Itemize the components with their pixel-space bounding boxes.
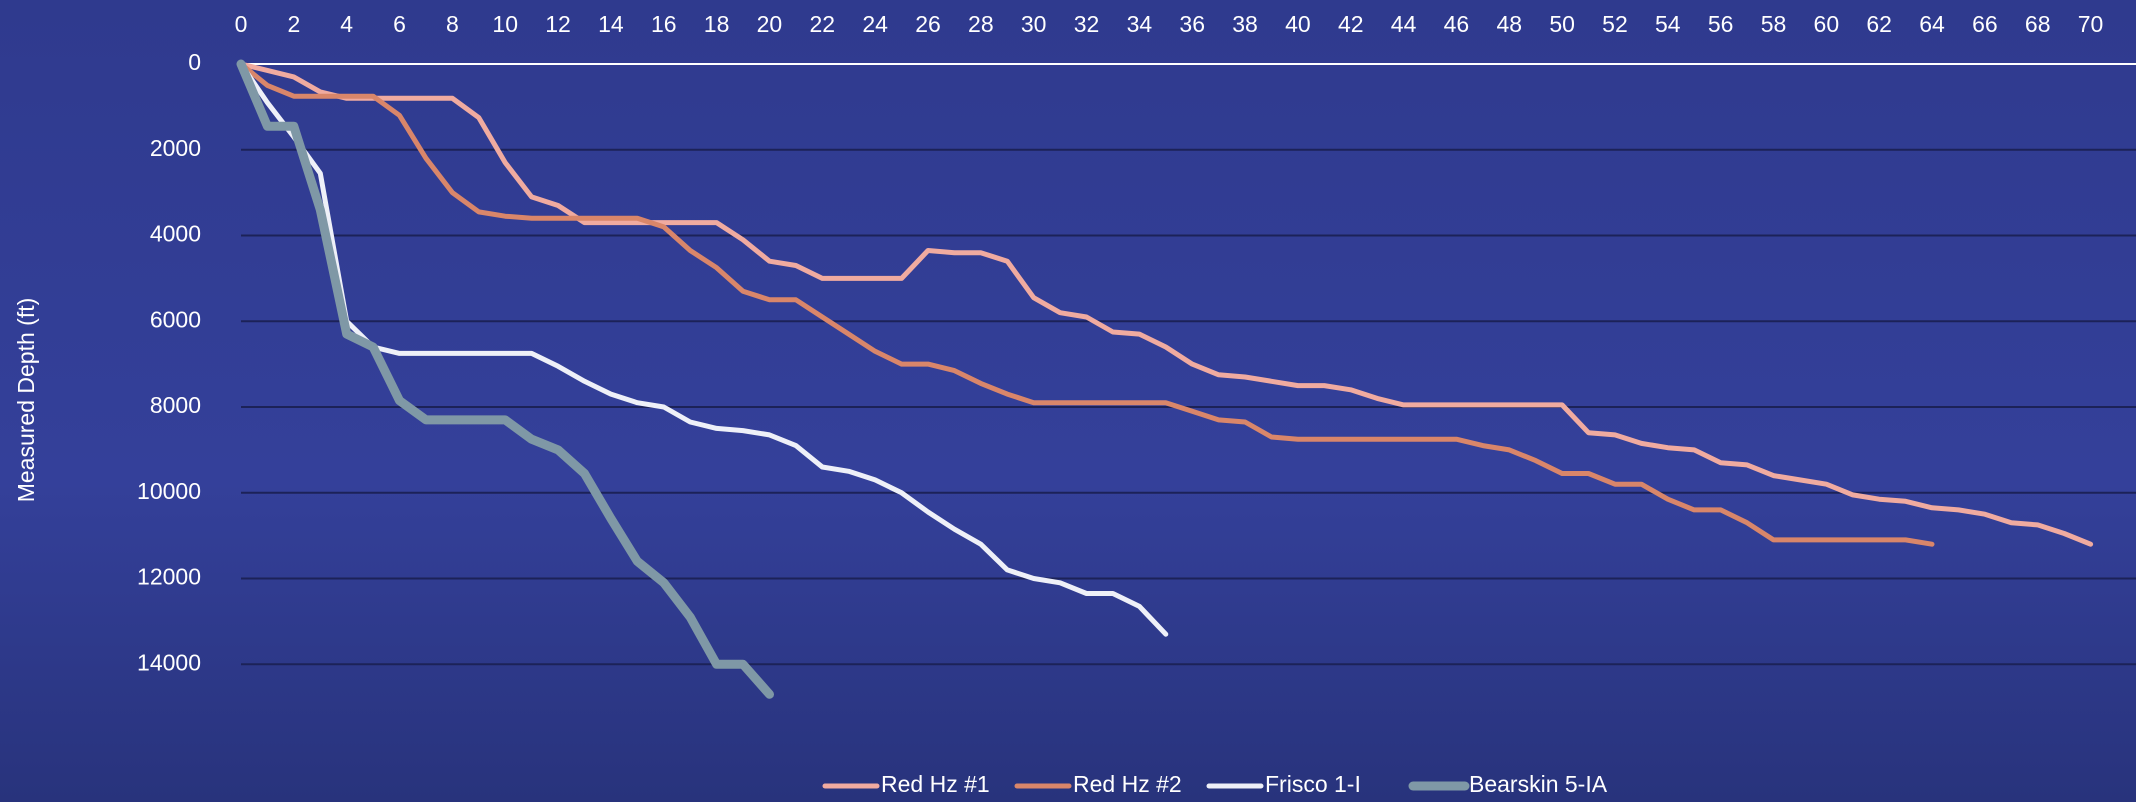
x-tick-label: 56 bbox=[1708, 11, 1734, 37]
y-tick-label: 10000 bbox=[137, 478, 201, 504]
y-tick-label: 8000 bbox=[150, 392, 201, 418]
x-tick-label: 24 bbox=[862, 11, 888, 37]
x-tick-label: 8 bbox=[446, 11, 459, 37]
x-tick-label: 54 bbox=[1655, 11, 1681, 37]
x-tick-label: 70 bbox=[2078, 11, 2104, 37]
x-tick-label: 30 bbox=[1021, 11, 1047, 37]
x-tick-label: 0 bbox=[235, 11, 248, 37]
x-tick-label: 36 bbox=[1179, 11, 1205, 37]
x-tick-label: 34 bbox=[1127, 11, 1153, 37]
x-tick-label: 48 bbox=[1496, 11, 1522, 37]
x-tick-label: 10 bbox=[492, 11, 518, 37]
x-tick-label: 32 bbox=[1074, 11, 1100, 37]
y-tick-label: 6000 bbox=[150, 306, 201, 332]
x-tick-label: 18 bbox=[704, 11, 730, 37]
x-tick-label: 66 bbox=[1972, 11, 1998, 37]
x-tick-label: 44 bbox=[1391, 11, 1417, 37]
x-tick-label: 28 bbox=[968, 11, 994, 37]
x-tick-label: 16 bbox=[651, 11, 677, 37]
x-tick-label: 50 bbox=[1549, 11, 1575, 37]
legend-label: Red Hz #2 bbox=[1073, 771, 1182, 797]
legend-label: Bearskin 5-IA bbox=[1469, 771, 1608, 797]
x-tick-label: 38 bbox=[1232, 11, 1258, 37]
x-tick-label: 62 bbox=[1866, 11, 1892, 37]
legend-label: Frisco 1-I bbox=[1265, 771, 1361, 797]
x-tick-label: 6 bbox=[393, 11, 406, 37]
x-tick-label: 2 bbox=[287, 11, 300, 37]
page: Measured Depth (ft) 02000400060008000100… bbox=[0, 0, 2136, 802]
x-tick-label: 40 bbox=[1285, 11, 1311, 37]
y-tick-label: 2000 bbox=[150, 135, 201, 161]
x-tick-label: 4 bbox=[340, 11, 353, 37]
x-tick-label: 60 bbox=[1814, 11, 1840, 37]
x-tick-label: 22 bbox=[809, 11, 835, 37]
x-tick-label: 64 bbox=[1919, 11, 1945, 37]
x-tick-label: 26 bbox=[915, 11, 941, 37]
chart: Measured Depth (ft) 02000400060008000100… bbox=[0, 0, 2136, 802]
x-tick-label: 20 bbox=[757, 11, 783, 37]
x-tick-label: 12 bbox=[545, 11, 571, 37]
x-tick-label: 42 bbox=[1338, 11, 1364, 37]
y-axis-title: Measured Depth (ft) bbox=[13, 298, 39, 503]
y-tick-label: 4000 bbox=[150, 221, 201, 247]
x-tick-label: 46 bbox=[1444, 11, 1470, 37]
x-tick-label: 68 bbox=[2025, 11, 2051, 37]
y-tick-label: 12000 bbox=[137, 564, 201, 590]
x-tick-label: 58 bbox=[1761, 11, 1787, 37]
x-tick-label: 52 bbox=[1602, 11, 1628, 37]
x-tick-label: 14 bbox=[598, 11, 624, 37]
y-tick-label: 0 bbox=[188, 49, 201, 75]
legend-label: Red Hz #1 bbox=[881, 771, 990, 797]
y-tick-label: 14000 bbox=[137, 649, 201, 675]
